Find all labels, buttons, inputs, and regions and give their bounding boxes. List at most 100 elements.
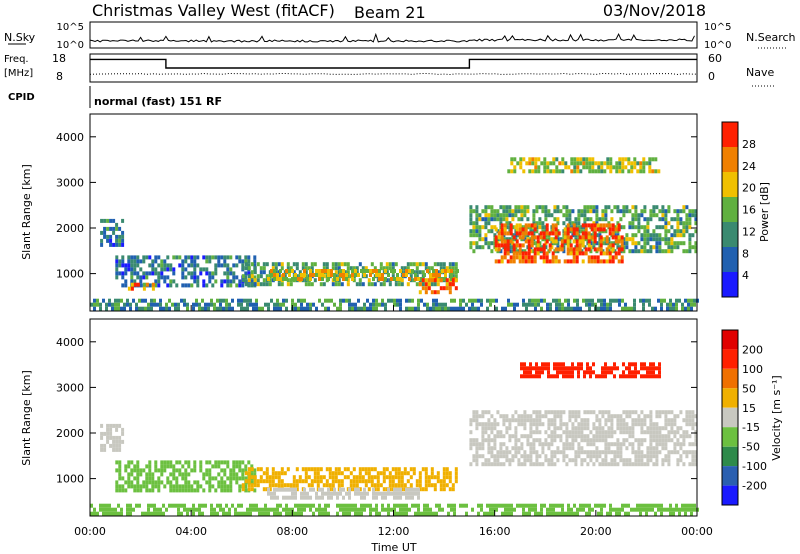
scatter-cell [547,209,551,214]
scatter-cell [628,237,632,242]
scatter-cell [198,302,201,307]
scatter-cell [490,229,494,234]
scatter-cell [652,446,656,451]
scatter-cell [414,503,417,508]
scatter-cell [637,438,641,443]
scatter-cell [523,454,527,459]
scatter-cell [522,302,525,307]
scatter-cell [220,263,224,268]
scatter-cell [595,454,599,459]
scatter-cell [243,298,246,303]
scatter-cell [565,434,569,439]
scatter-cell [608,227,612,232]
scatter-cell [640,237,644,242]
scatter-cell [538,422,542,427]
scatter-cell [688,450,692,455]
scatter-cell [525,302,528,307]
scatter-cell [523,462,527,467]
scatter-cell [253,475,257,480]
scatter-cell [554,255,558,260]
scatter-cell [610,366,613,371]
scatter-cell [538,241,542,246]
scatter-cell [475,213,479,218]
scatter-cell [187,464,191,469]
scatter-cell [625,462,629,467]
scatter-cell [397,467,401,472]
scatter-cell [366,503,369,508]
scatter-cell [399,491,402,496]
scatter-cell [115,222,119,227]
scatter-cell [571,442,575,447]
scatter-cell [557,247,561,252]
scatter-cell [291,302,294,307]
scatter-cell [315,491,318,496]
scatter-cell [205,468,209,473]
scatter-cell [432,306,435,311]
scatter-cell [192,302,195,307]
scatter-cell [276,507,279,512]
scatter-cell [619,414,623,419]
scatter-cell [532,374,535,379]
scatter-cell [537,165,541,170]
scatter-cell [592,245,596,250]
scatter-cell [109,226,113,231]
scatter-cell [481,410,485,415]
scatter-cell [570,157,574,162]
scatter-cell [655,462,659,467]
scatter-cell [208,476,212,481]
scatter-cell [352,278,356,283]
scatter-cell [624,165,628,170]
scatter-cell [658,209,662,214]
scatter-cell [611,255,615,260]
scatter-cell [489,507,492,512]
scatter-cell [610,450,614,455]
scatter-cell [541,370,544,375]
scatter-cell [144,511,147,516]
scatter-cell [163,468,167,473]
scatter-cell [208,275,212,280]
scatter-cell [366,491,369,496]
scatter-cell [622,438,626,443]
scatter-cell [570,306,573,311]
scatter-cell [521,251,525,256]
scatter-cell [664,213,668,218]
scatter-cell [217,263,221,268]
scatter-cell [310,483,314,488]
scatter-cell [587,259,591,264]
scatter-cell [556,370,559,375]
scatter-cell [682,442,686,447]
scatter-cell [507,511,510,516]
scatter-cell [480,503,483,508]
scatter-cell [405,503,408,508]
scatter-cell [559,418,563,423]
scatter-cell [367,467,371,472]
scatter-cell [385,467,389,472]
scatter-cell [487,462,491,467]
scatter-cell [342,273,345,277]
scatter-cell [421,262,425,267]
scatter-cell [405,298,408,303]
scatter-cell [561,169,565,174]
scatter-cell [514,442,518,447]
scatter-cell [631,370,634,375]
scatter-cell [214,460,218,465]
scatter-cell [584,247,588,252]
scatter-cell [357,273,360,277]
scatter-cell [539,247,543,252]
scatter-cell [450,298,453,303]
scatter-cell [294,511,297,516]
scatter-cell [303,273,306,277]
scatter-cell [306,302,309,307]
scatter-cell [93,302,96,307]
scatter-cell [120,298,123,303]
scatter-cell [409,262,413,267]
scatter-cell [423,511,426,516]
scatter-cell [454,266,458,271]
scatter-cell [481,217,485,222]
scatter-cell [660,298,663,303]
scatter-cell [333,277,336,281]
scatter-cell [490,249,494,254]
scatter-cell [595,434,599,439]
scatter-cell [214,488,218,493]
scatter-cell [312,487,315,492]
